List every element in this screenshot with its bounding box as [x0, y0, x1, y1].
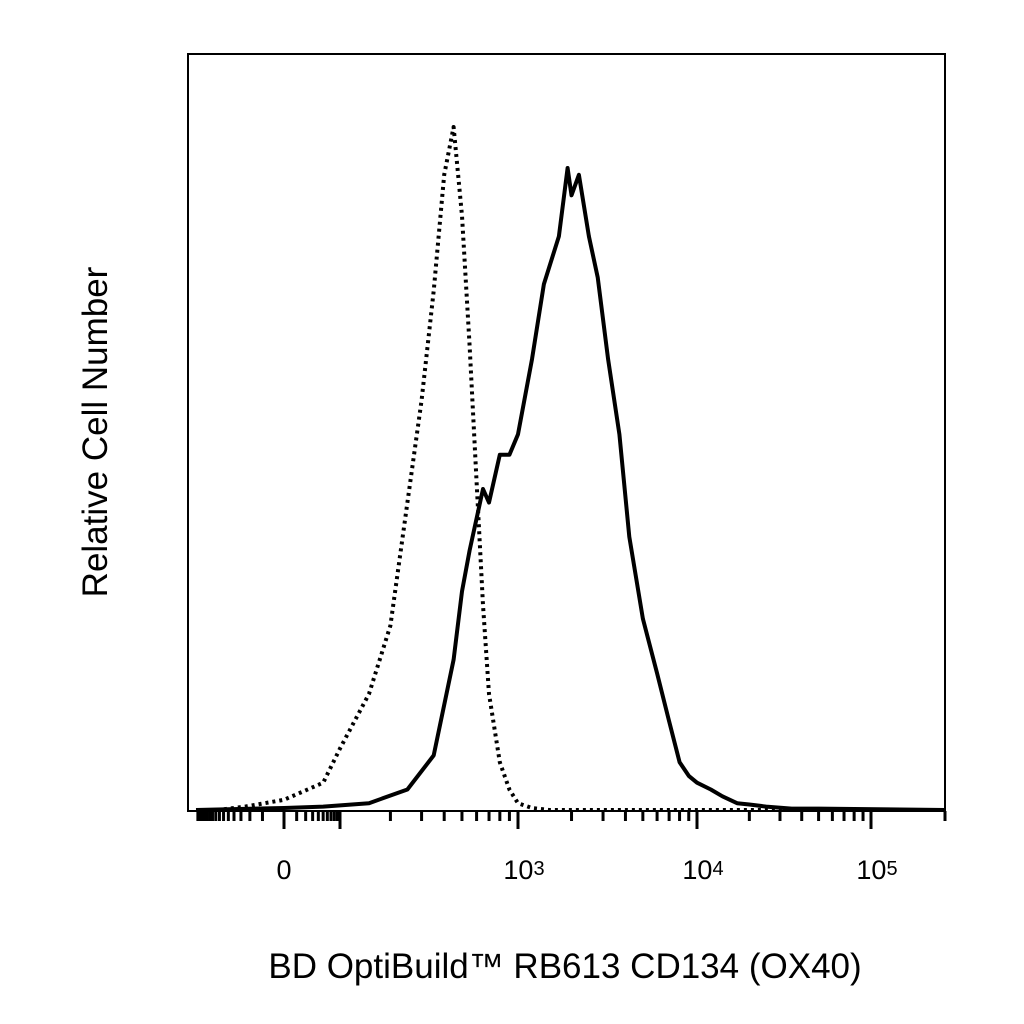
- x-tick-label: 104: [682, 855, 724, 885]
- stained-sample-histogram: [195, 166, 946, 812]
- x-tick-label: 105: [856, 855, 898, 885]
- x-axis-ticks: [196, 811, 947, 829]
- series-layer: [195, 125, 946, 812]
- x-tick-label: 0: [276, 855, 292, 885]
- x-axis-label: BD OptiBuild™ RB613 CD134 (OX40): [268, 947, 862, 986]
- plot-frame: [187, 53, 946, 812]
- y-axis-label: Relative Cell Number: [76, 266, 115, 598]
- isotype-control-histogram: [196, 125, 945, 812]
- x-tick-label: 103: [503, 855, 545, 885]
